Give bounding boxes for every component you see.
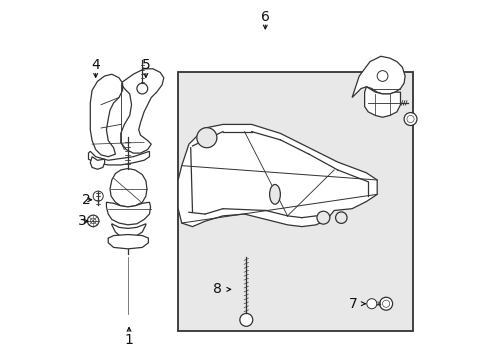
Polygon shape [90,157,104,169]
Circle shape [376,71,387,81]
Circle shape [93,191,103,201]
Ellipse shape [269,184,280,204]
Polygon shape [106,202,150,225]
Polygon shape [108,234,148,249]
Circle shape [239,314,252,326]
Circle shape [382,300,389,307]
Circle shape [137,83,147,94]
Polygon shape [110,168,147,207]
Circle shape [196,128,217,148]
Circle shape [90,218,96,224]
Text: 2: 2 [81,193,90,207]
Bar [178,72,412,330]
Polygon shape [364,87,400,117]
Polygon shape [351,56,405,98]
Text: 4: 4 [91,58,100,72]
Circle shape [335,212,346,224]
Text: 5: 5 [141,58,150,72]
Circle shape [403,113,416,126]
Text: 7: 7 [348,297,357,311]
Circle shape [379,297,392,310]
Circle shape [316,211,329,224]
Circle shape [366,299,376,309]
Text: 8: 8 [213,282,222,296]
Polygon shape [121,69,163,153]
Polygon shape [178,125,376,226]
Polygon shape [88,151,149,165]
Circle shape [87,215,99,226]
Text: 6: 6 [260,10,269,24]
Polygon shape [112,224,145,238]
Text: 3: 3 [78,214,86,228]
Text: 1: 1 [124,333,133,347]
Circle shape [406,116,413,123]
Polygon shape [90,74,122,157]
